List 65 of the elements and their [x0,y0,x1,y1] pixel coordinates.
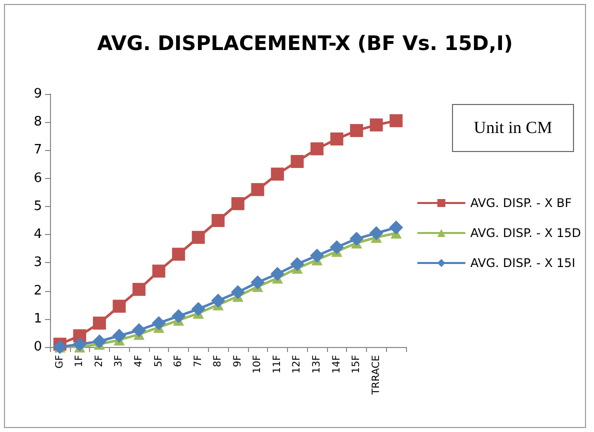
point [310,142,324,156]
point [350,232,364,246]
point [270,168,284,181]
point [172,248,186,261]
x-tick-label: TRRACE [370,355,382,396]
x-tick-label: 15F [351,354,362,374]
point [370,118,383,132]
x-tick-label: 14F [331,354,342,374]
point [112,300,126,313]
y-tick-label: 3 [34,255,42,270]
chart-title: AVG. DISPLACEMENT-X (BF Vs. 15D,I) [97,31,513,55]
legend-label: AVG. DISP. - X 15D [470,226,582,240]
point [132,282,146,296]
x-tick-label: 12F [292,354,303,374]
y-tick-label: 6 [34,170,42,186]
x-tick-label: 6F [173,354,184,368]
point [330,132,344,146]
point [112,328,126,343]
point [369,226,384,240]
x-tick-label: 13F [312,354,322,374]
x-tick-label: 1F [74,354,86,368]
x-tick-label: 4F [134,354,144,368]
x-tick-label: GF [54,354,66,369]
y-tick-label: 7 [34,142,42,158]
y-tick-label: 5 [34,198,42,214]
point [72,337,87,352]
x-tick-label: 11F [272,354,283,374]
point [390,114,403,128]
x-tick-label: 5F [153,354,164,368]
point [132,323,146,338]
text: Unit in CM [452,104,574,152]
point [192,230,205,244]
point [290,257,304,272]
point [212,214,225,227]
legend-label: AVG. DISP. - X 15I [470,256,576,270]
point [92,316,106,330]
point [270,266,284,281]
point [251,183,264,196]
point [231,197,244,210]
point [92,334,106,348]
y-tick-label: 1 [34,311,42,326]
point [152,264,166,278]
x-tick-label: 8F [212,354,224,368]
point [230,285,245,300]
x-tick-label: 10F [252,354,264,374]
point [172,309,186,324]
point [250,275,265,290]
point [350,124,364,138]
point [330,240,344,254]
y-tick-label: 0 [34,340,42,354]
y-tick-label: 2 [34,283,42,298]
point [211,294,226,308]
y-tick-label: 9 [34,86,42,102]
point [152,316,166,330]
point [191,302,206,316]
y-tick-label: 8 [34,114,42,130]
point [290,154,304,168]
point [389,220,404,235]
y-tick-label: 4 [34,227,42,242]
x-tick-label: 2F [94,354,105,368]
x-tick-label: 9F [232,354,244,368]
x-tick-label: 3F [114,354,125,368]
point [310,248,324,263]
legend-label: AVG. DISP. - X BF [470,196,572,210]
x-tick-label: 7F [192,354,204,368]
